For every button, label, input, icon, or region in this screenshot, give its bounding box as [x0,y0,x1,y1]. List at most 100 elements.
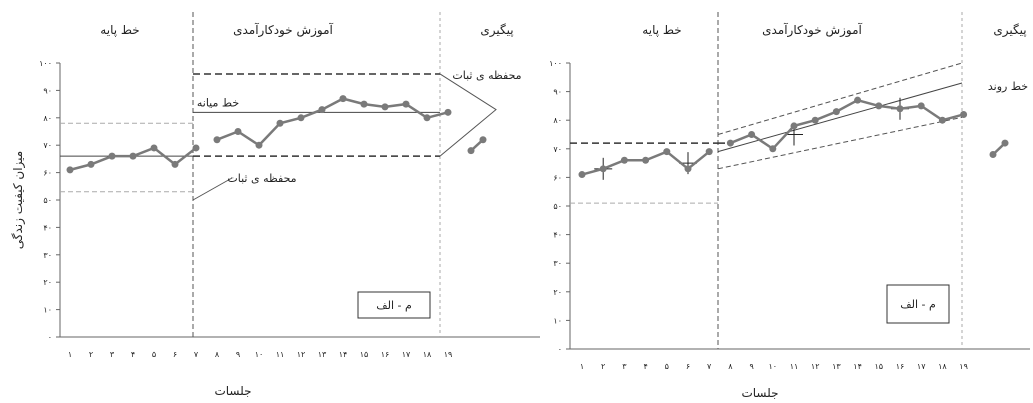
data-point [402,100,410,108]
trend-line-label: خط روند [988,80,1028,93]
data-point [255,141,263,149]
data-point [854,96,862,104]
data-point [832,108,840,116]
x-tick-label: ۱۶ [381,350,390,359]
x-tick-label: ۱۷ [917,362,926,371]
x-tick-label: ۱۴ [853,362,862,371]
median-line-label: خط میانه [197,96,239,109]
y-tick-label: ۱۰۰ [549,59,562,68]
y-tick-label: ۶۰ [43,169,52,178]
x-tick-label: ۶ [173,350,177,359]
y-tick-label: ۱۰۰ [39,59,52,68]
x-tick-label: ۱۱ [276,350,285,359]
data-point [748,131,756,138]
phase-label: پیگیری [480,23,513,38]
y-tick-label: ۹۰ [553,88,562,97]
y-tick-label: ۸۰ [43,114,52,123]
y-tick-label: ۵۰ [553,202,562,211]
x-tick-label: ۱۹ [959,362,968,371]
x-tick-label: ۹ [749,362,753,371]
data-point [960,110,968,118]
x-tick-label: ۴ [643,362,647,371]
data-point [318,106,326,114]
data-point [276,119,284,127]
y-tick-label: ۰ [48,333,52,342]
y-tick-label: ۴۰ [43,223,52,232]
stability-callout-lower [192,177,233,201]
x-tick-label: ۱ [580,362,584,371]
x-tick-label: ۵ [665,362,669,371]
x-tick-label: ۱۲ [811,362,820,371]
x-tick-label: ۸ [215,350,220,359]
data-point [360,100,368,108]
x-axis-title: جلسات [741,386,778,400]
series-line-treatment [216,97,449,147]
data-point [339,95,347,103]
data-point [769,145,777,153]
panel-label-box [357,291,431,319]
data-point [213,136,221,144]
phase-label: پیگیری [993,23,1026,38]
data-point [811,116,819,124]
data-point [938,116,946,124]
x-tick-label: ۱۰ [255,350,264,359]
y-tick-label: ۸۰ [553,116,562,125]
x-tick-label: ۱۳ [832,362,841,371]
data-point [790,122,798,130]
y-axis-title: میزان کیفیت زندگی [11,151,26,249]
y-tick-label: ۶۰ [553,173,562,182]
data-point [917,102,925,110]
data-point [171,160,179,168]
data-point [234,128,242,135]
data-point [444,108,452,116]
x-tick-label: ۱۷ [402,350,411,359]
x-tick-label: ۱۹ [444,350,453,359]
data-point [129,152,137,160]
x-tick-label: ۱۴ [339,350,348,359]
x-tick-label: ۲ [89,350,93,359]
y-tick-label: ۵۰ [43,196,52,205]
data-point [297,114,305,122]
data-point [66,166,74,174]
stability-envelope-label: محفظه ی ثبات [452,69,521,82]
x-tick-label: ۱۵ [360,350,369,359]
x-tick-label: ۵ [152,350,156,359]
y-tick-label: ۲۰ [553,288,562,297]
data-point [896,105,904,113]
phase-label: خط پایه [100,23,139,37]
data-point [150,144,158,152]
x-tick-label: ۷ [707,362,712,371]
x-tick-label: ۳ [110,350,115,359]
y-tick-label: ۹۰ [43,86,52,95]
x-tick-label: ۹ [236,350,240,359]
y-tick-label: ۳۰ [553,259,562,268]
stability-envelope-label: محفظه ی ثبات [227,172,296,185]
followup-point [989,151,997,159]
data-point [642,156,650,164]
x-tick-label: ۱۰ [769,362,778,371]
y-tick-label: ۷۰ [553,145,562,154]
panel-label: م - الف [900,298,936,311]
x-tick-label: ۱۸ [423,350,432,359]
trend-upper-band [717,62,963,135]
y-tick-label: ۴۰ [553,231,562,240]
series-line-treatment [729,98,964,151]
data-point [578,171,586,179]
x-tick-label: ۱۵ [875,362,884,371]
x-tick-label: ۶ [686,362,690,371]
phase-label: خط پایه [642,23,681,37]
data-point [87,160,95,168]
x-tick-label: ۷ [194,350,199,359]
followup-point [1001,139,1009,147]
y-tick-label: ۱۰ [43,306,52,315]
data-point [423,114,431,122]
data-point [663,148,671,156]
phase-label: آموزش خودکارآمدی [762,22,862,38]
data-point [726,139,734,147]
y-tick-label: ۲۰ [43,278,52,287]
x-tick-label: ۱ [68,350,72,359]
data-point [684,165,692,173]
